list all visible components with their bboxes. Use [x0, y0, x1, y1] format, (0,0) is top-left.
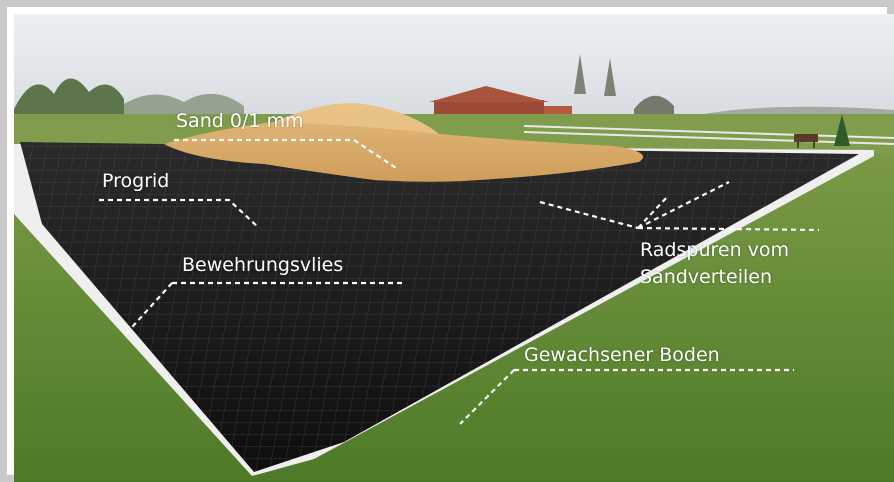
radspuren-leader-line-4	[637, 226, 820, 232]
sand-leader-line	[174, 138, 397, 169]
progrid-cells	[20, 142, 859, 472]
sand-heap	[164, 103, 644, 182]
radspuren-leader-line-2	[637, 195, 669, 229]
label-bewehrungsvlies: Bewehrungsvlies	[182, 254, 344, 276]
annotation-lines	[99, 138, 820, 425]
label-progrid: Progrid	[102, 170, 170, 192]
label-radspuren-line2: Sandverteilen	[640, 266, 772, 288]
label-sand: Sand 0/1 mm	[176, 110, 304, 132]
horse	[794, 134, 818, 148]
small-tree	[834, 114, 850, 146]
progrid-leader-line	[99, 198, 260, 229]
label-gewachsener-boden: Gewachsener Boden	[524, 344, 720, 366]
fence	[523, 125, 894, 145]
label-radspuren-line1: Radspuren vom	[640, 239, 790, 261]
vlies-leader-line-2	[123, 282, 173, 337]
radspuren-leader-line-3	[637, 181, 730, 229]
radspuren-leader-line-1	[539, 200, 639, 230]
boden-leader-line-2	[459, 369, 515, 425]
photo-scene: Sand 0/1 mm Progrid Bewehrungsvlies Rads…	[14, 14, 894, 482]
photo-illustration	[14, 14, 894, 482]
